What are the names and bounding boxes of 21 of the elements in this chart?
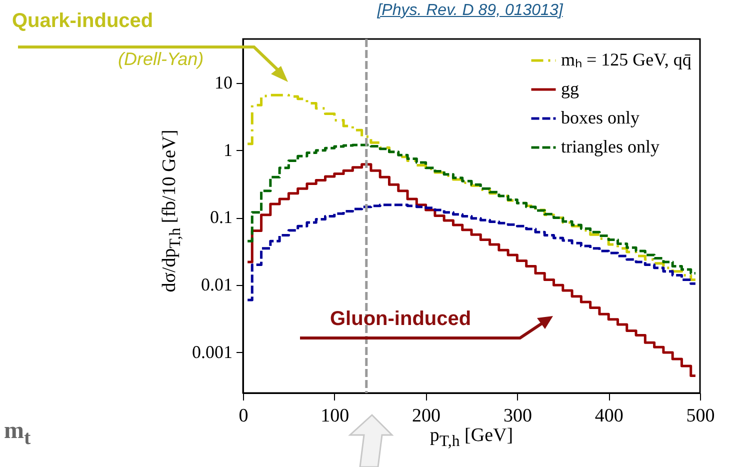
x-tick-label: 100 bbox=[320, 406, 350, 426]
y-tick-label: 1 bbox=[224, 140, 232, 160]
x-tick-label: 300 bbox=[503, 406, 532, 426]
x-tick-label: 0 bbox=[238, 406, 248, 426]
x-axis-title: p$_{T,h}$ [GeV] bbox=[430, 425, 514, 451]
x-tick-label: 500 bbox=[686, 406, 715, 426]
text: m$_{t}$ bbox=[4, 418, 31, 450]
text: [Phys. Rev. D 89, 013013] bbox=[377, 2, 563, 20]
text: Quark-induced bbox=[12, 10, 154, 33]
x-tick-label: 200 bbox=[412, 406, 441, 426]
y-tick-label: 0.1 bbox=[210, 207, 232, 228]
legend-label: mₕ = 125 GeV, qq̄ bbox=[561, 50, 692, 70]
y-tick-label: 0.01 bbox=[201, 274, 232, 295]
y-tick-label: 0.001 bbox=[192, 342, 232, 362]
x-tick-label: 400 bbox=[594, 406, 624, 426]
legend-label: boxes only bbox=[561, 108, 640, 128]
legend-label: gg bbox=[561, 78, 579, 98]
legend-label: triangles only bbox=[561, 136, 660, 156]
text: (Drell-Yan) bbox=[118, 49, 204, 70]
annotation: Gluon-induced bbox=[330, 308, 472, 331]
y-tick-label: 10 bbox=[214, 72, 232, 92]
